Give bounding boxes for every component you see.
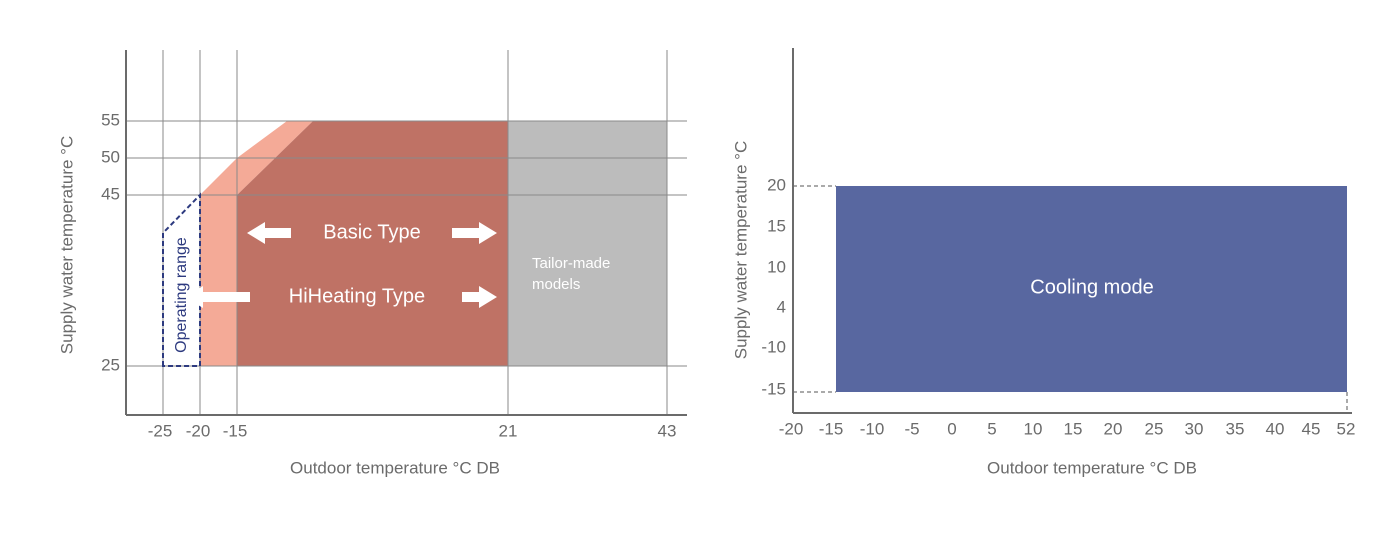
x-axis-label: Outdoor temperature °C DB [987, 458, 1197, 477]
label: Cooling mode [1030, 276, 1153, 298]
x-tick-label: 43 [658, 421, 677, 440]
y-tick-label: 25 [101, 355, 120, 374]
y-tick-label: 10 [767, 257, 786, 276]
x-tick-label: -15 [819, 419, 844, 438]
y-tick-label: 15 [767, 216, 786, 235]
x-tick-label: 0 [947, 419, 956, 438]
x-tick-label: 35 [1226, 419, 1245, 438]
label: Basic Type [323, 221, 420, 243]
y-tick-label: -15 [761, 379, 786, 398]
x-tick-label: 30 [1185, 419, 1204, 438]
ticks: 20 15 10 4 -10 -15 -20 -15 -10 -5 0 5 10 15 20 25 30 35 40… [761, 175, 1355, 438]
y-tick-label: 4 [777, 297, 786, 316]
hiheating-area [200, 121, 313, 366]
x-tick-label: 45 [1302, 419, 1321, 438]
label: Tailor-made [532, 255, 610, 272]
y-axis-label: Supply water temperature °C [731, 141, 750, 359]
cooling-area [836, 186, 1347, 392]
x-tick-label: 21 [499, 421, 518, 440]
x-tick-label: -5 [904, 419, 919, 438]
x-tick-label: 5 [987, 419, 996, 438]
x-tick-label: -10 [860, 419, 885, 438]
operating-range [162, 192, 201, 367]
label: Operating range [173, 237, 190, 353]
tailor-area [508, 121, 667, 366]
label: models [532, 276, 580, 293]
x-tick-label: 25 [1145, 419, 1164, 438]
basic-area [237, 121, 508, 366]
label: HiHeating Type [289, 285, 425, 307]
ticks: 55 50 45 25 -25 -20 -15 21 43 [101, 110, 676, 440]
x-tick-label: 15 [1064, 419, 1083, 438]
y-tick-label: 55 [101, 110, 120, 129]
grid [126, 50, 687, 415]
y-tick-label: 20 [767, 175, 786, 194]
arrows [185, 222, 497, 308]
x-tick-label: -15 [223, 421, 248, 440]
y-axis-label: Supply water temperature °C [57, 136, 76, 354]
x-tick-label: -20 [779, 419, 804, 438]
x-tick-label: 40 [1266, 419, 1285, 438]
dashes [793, 185, 1348, 413]
x-tick-label: 10 [1024, 419, 1043, 438]
x-axis-label: Outdoor temperature °C DB [290, 458, 500, 477]
y-tick-label: 45 [101, 184, 120, 203]
x-tick-label: 20 [1104, 419, 1123, 438]
x-tick-label: 52 [1337, 419, 1356, 438]
x-tick-label: -25 [148, 421, 173, 440]
y-tick-label: 50 [101, 147, 120, 166]
cooling-chart: Cooling mode Supply water temperature °C… [731, 48, 1355, 477]
x-tick-label: -20 [186, 421, 211, 440]
y-tick-label: -10 [761, 337, 786, 356]
heating-chart: Basic Type HiHeating Type Operating rang… [57, 50, 687, 477]
